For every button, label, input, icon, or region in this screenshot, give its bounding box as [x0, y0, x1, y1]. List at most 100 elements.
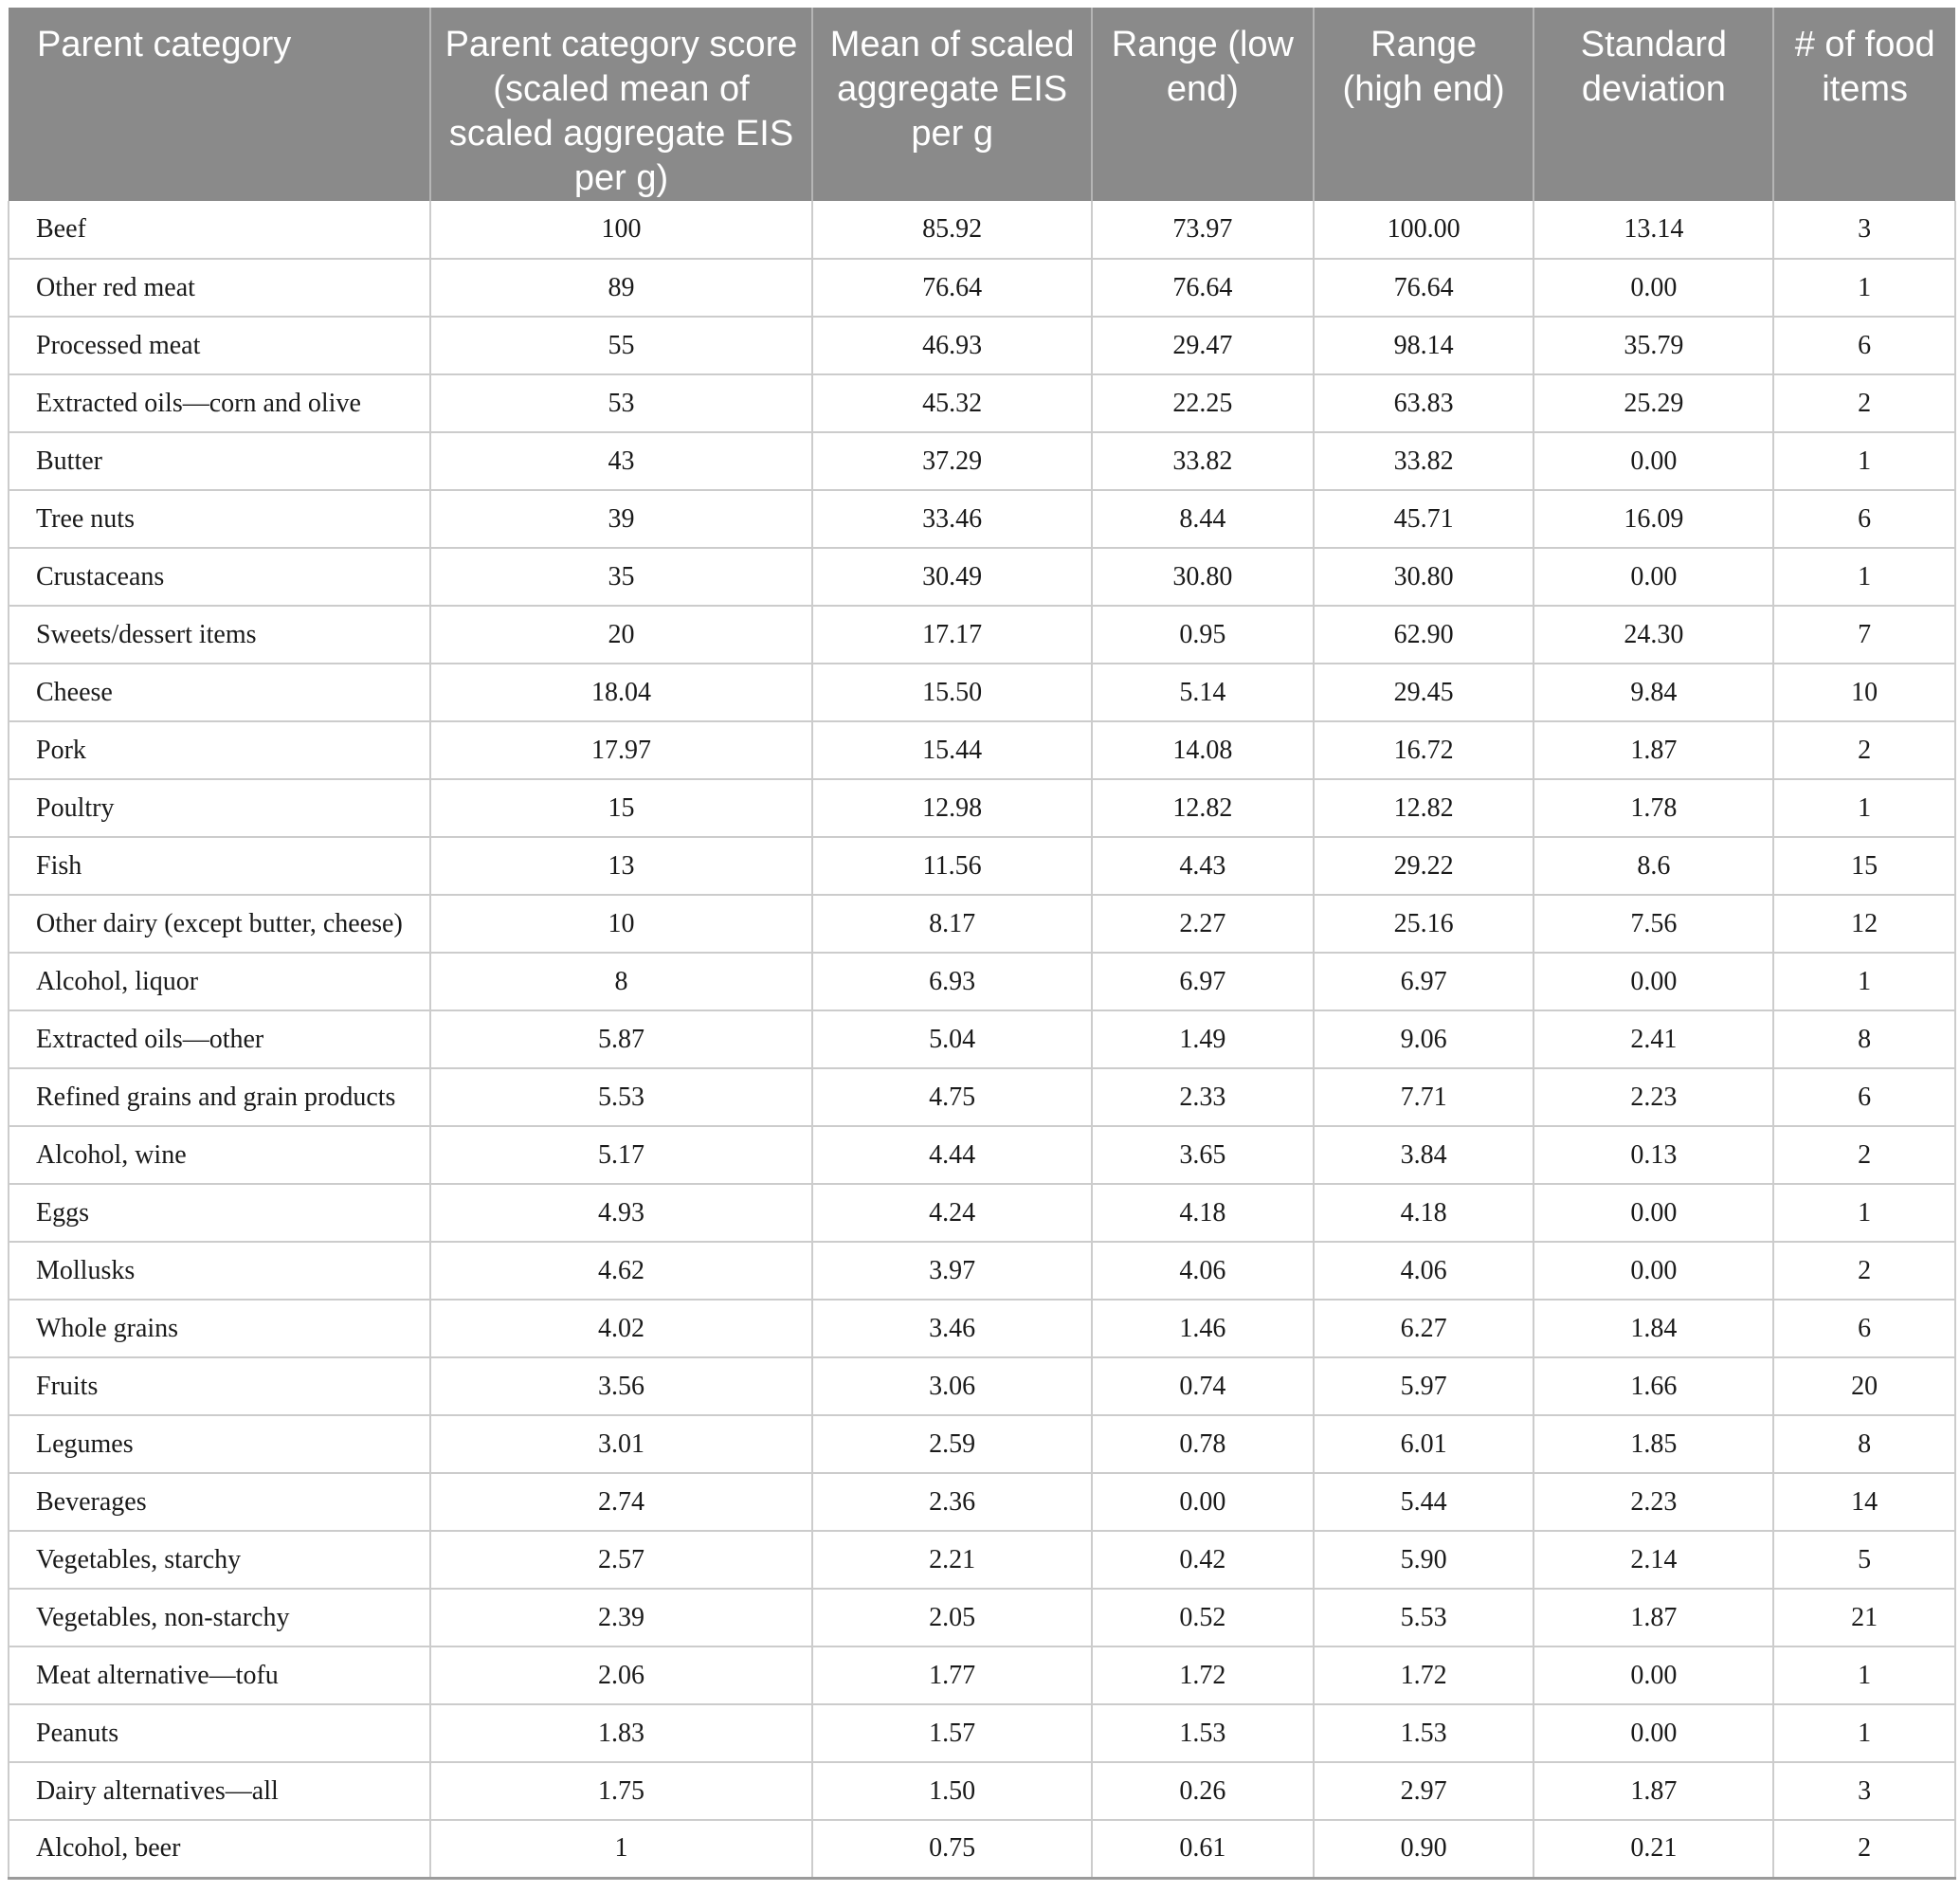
range-high-cell: 1.72 — [1312, 1646, 1535, 1705]
category-cell: Eggs — [8, 1183, 431, 1243]
range-low-cell: 1.72 — [1091, 1646, 1315, 1705]
category-cell: Butter — [8, 431, 431, 491]
range-low-cell: 14.08 — [1091, 720, 1315, 780]
range-high-cell: 76.64 — [1312, 258, 1535, 318]
table-row: Refined grains and grain products 5.53 4… — [8, 1067, 1956, 1127]
mean-cell: 6.93 — [811, 952, 1094, 1011]
score-cell: 35 — [428, 547, 814, 607]
std-dev-cell: 25.29 — [1533, 373, 1775, 433]
table-row: Vegetables, non-starchy 2.39 2.05 0.52 5… — [8, 1588, 1956, 1647]
table-row: Crustaceans 35 30.49 30.80 30.80 0.00 1 — [8, 547, 1956, 607]
mean-cell: 11.56 — [811, 836, 1094, 896]
range-high-cell: 100.00 — [1312, 201, 1535, 260]
mean-cell: 1.57 — [811, 1703, 1094, 1763]
category-cell: Beef — [8, 201, 431, 260]
std-dev-cell: 1.87 — [1533, 1761, 1775, 1821]
range-high-cell: 1.53 — [1312, 1703, 1535, 1763]
range-high-cell: 7.71 — [1312, 1067, 1535, 1127]
item-count-cell: 1 — [1772, 1183, 1956, 1243]
range-high-cell: 6.97 — [1312, 952, 1535, 1011]
mean-cell: 45.32 — [811, 373, 1094, 433]
score-cell: 2.06 — [428, 1646, 814, 1705]
range-high-cell: 6.01 — [1312, 1414, 1535, 1474]
std-dev-cell: 1.87 — [1533, 720, 1775, 780]
table-row: Beverages 2.74 2.36 0.00 5.44 2.23 14 — [8, 1472, 1956, 1532]
score-cell: 20 — [428, 605, 814, 664]
item-count-cell: 1 — [1772, 1646, 1956, 1705]
category-cell: Meat alternative—tofu — [8, 1646, 431, 1705]
item-count-cell: 1 — [1772, 778, 1956, 838]
mean-cell: 37.29 — [811, 431, 1094, 491]
item-count-cell: 7 — [1772, 605, 1956, 664]
range-high-cell: 30.80 — [1312, 547, 1535, 607]
category-cell: Other dairy (except butter, cheese) — [8, 894, 431, 954]
item-count-cell: 6 — [1772, 1299, 1956, 1358]
category-cell: Vegetables, starchy — [8, 1530, 431, 1590]
score-cell: 3.01 — [428, 1414, 814, 1474]
range-low-cell: 1.49 — [1091, 1010, 1315, 1069]
col-header-standard-deviation: Standard deviation — [1534, 8, 1775, 201]
table-row: Alcohol, wine 5.17 4.44 3.65 3.84 0.13 2 — [8, 1125, 1956, 1185]
item-count-cell: 1 — [1772, 258, 1956, 318]
eis-score-table: Parent category Parent category score (s… — [8, 8, 1956, 1880]
item-count-cell: 21 — [1772, 1588, 1956, 1647]
category-cell: Dairy alternatives—all — [8, 1761, 431, 1821]
range-high-cell: 5.44 — [1312, 1472, 1535, 1532]
table-row: Alcohol, beer 1 0.75 0.61 0.90 0.21 2 — [8, 1819, 1956, 1880]
range-high-cell: 5.90 — [1312, 1530, 1535, 1590]
mean-cell: 12.98 — [811, 778, 1094, 838]
col-header-range-low: Range (low end) — [1092, 8, 1315, 201]
mean-cell: 85.92 — [811, 201, 1094, 260]
mean-cell: 2.21 — [811, 1530, 1094, 1590]
item-count-cell: 8 — [1772, 1414, 1956, 1474]
std-dev-cell: 35.79 — [1533, 316, 1775, 375]
range-low-cell: 30.80 — [1091, 547, 1315, 607]
range-high-cell: 98.14 — [1312, 316, 1535, 375]
header-row: Parent category Parent category score (s… — [9, 8, 1955, 201]
category-cell: Alcohol, beer — [8, 1819, 431, 1880]
range-high-cell: 5.53 — [1312, 1588, 1535, 1647]
std-dev-cell: 0.21 — [1533, 1819, 1775, 1880]
score-cell: 2.57 — [428, 1530, 814, 1590]
std-dev-cell: 16.09 — [1533, 489, 1775, 549]
range-low-cell: 0.78 — [1091, 1414, 1315, 1474]
range-low-cell: 3.65 — [1091, 1125, 1315, 1185]
range-low-cell: 2.27 — [1091, 894, 1315, 954]
range-low-cell: 12.82 — [1091, 778, 1315, 838]
mean-cell: 1.77 — [811, 1646, 1094, 1705]
category-cell: Peanuts — [8, 1703, 431, 1763]
std-dev-cell: 1.84 — [1533, 1299, 1775, 1358]
table-header: Parent category Parent category score (s… — [9, 8, 1955, 201]
table-row: Poultry 15 12.98 12.82 12.82 1.78 1 — [8, 778, 1956, 838]
std-dev-cell: 1.85 — [1533, 1414, 1775, 1474]
category-cell: Alcohol, wine — [8, 1125, 431, 1185]
item-count-cell: 14 — [1772, 1472, 1956, 1532]
std-dev-cell: 2.41 — [1533, 1010, 1775, 1069]
category-cell: Sweets/dessert items — [8, 605, 431, 664]
category-cell: Cheese — [8, 663, 431, 722]
category-cell: Beverages — [8, 1472, 431, 1532]
range-low-cell: 1.53 — [1091, 1703, 1315, 1763]
score-cell: 39 — [428, 489, 814, 549]
range-high-cell: 33.82 — [1312, 431, 1535, 491]
range-low-cell: 4.06 — [1091, 1241, 1315, 1301]
table-body: Beef 100 85.92 73.97 100.00 13.14 3 Othe… — [8, 201, 1956, 1880]
range-high-cell: 0.90 — [1312, 1819, 1535, 1880]
table-row: Processed meat 55 46.93 29.47 98.14 35.7… — [8, 316, 1956, 375]
category-cell: Whole grains — [8, 1299, 431, 1358]
item-count-cell: 3 — [1772, 201, 1956, 260]
range-low-cell: 0.26 — [1091, 1761, 1315, 1821]
range-low-cell: 0.95 — [1091, 605, 1315, 664]
std-dev-cell: 7.56 — [1533, 894, 1775, 954]
category-cell: Mollusks — [8, 1241, 431, 1301]
category-cell: Refined grains and grain products — [8, 1067, 431, 1127]
score-cell: 5.17 — [428, 1125, 814, 1185]
std-dev-cell: 1.66 — [1533, 1356, 1775, 1416]
item-count-cell: 15 — [1772, 836, 1956, 896]
category-cell: Poultry — [8, 778, 431, 838]
category-cell: Vegetables, non-starchy — [8, 1588, 431, 1647]
col-header-range-high: Range (high end) — [1313, 8, 1535, 201]
table-row: Pork 17.97 15.44 14.08 16.72 1.87 2 — [8, 720, 1956, 780]
std-dev-cell: 0.00 — [1533, 952, 1775, 1011]
category-cell: Tree nuts — [8, 489, 431, 549]
